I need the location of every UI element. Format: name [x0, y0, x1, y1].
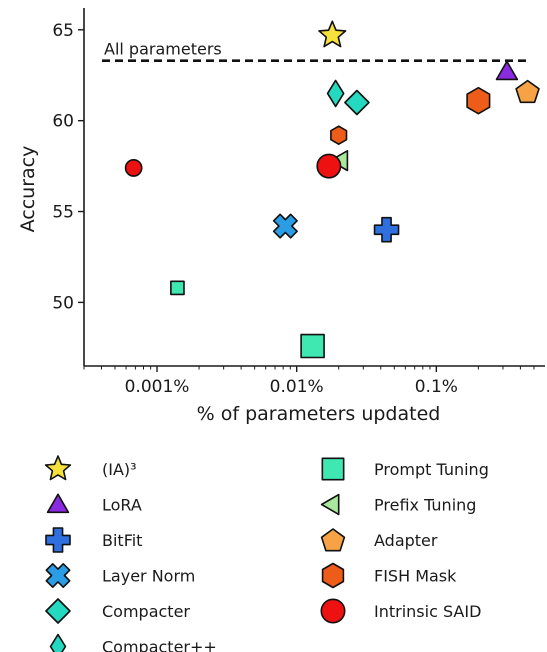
data-points: [124, 20, 540, 359]
legend-label: Compacter: [102, 602, 190, 621]
point-layer-norm-shape: [272, 213, 298, 239]
point-intrinsic-said: [124, 159, 143, 177]
reference-line-group: All parameters: [102, 40, 531, 63]
legend-marker: [320, 493, 340, 516]
legend-marker: [320, 598, 346, 624]
reference-line-label: All parameters: [104, 40, 222, 59]
axes: 50 55 60 65 0.001% 0.01% 0.1%: [52, 8, 545, 397]
y-tick-label: 55: [52, 203, 74, 223]
legend-label: Prefix Tuning: [374, 496, 476, 515]
legend-marker: [320, 528, 346, 552]
legend-label: Intrinsic SAID: [374, 602, 481, 621]
legend-label: Compacter++: [102, 638, 217, 652]
legend-label: LoRA: [102, 496, 142, 515]
point-layer-norm: [272, 213, 298, 239]
point--ia: [318, 20, 347, 48]
point-prompt-tuning: [300, 333, 325, 359]
x-tick-label: 0.01%: [270, 377, 324, 397]
point-bitfit: [373, 216, 400, 243]
legend-marker: [321, 562, 345, 589]
y-axis-title: Accuracy: [17, 146, 39, 233]
legend-marker: [44, 455, 72, 481]
legend-marker: [45, 527, 71, 553]
point-fish-mask: [330, 125, 348, 145]
legend: (IA)³ LoRA BitFit Layer Norm Compacter Compac…: [44, 455, 489, 652]
point-compacter: [326, 79, 345, 108]
point-adapter: [515, 79, 540, 104]
x-tick-label: 0.1%: [415, 377, 458, 397]
y-tick-label: 50: [52, 293, 74, 313]
x-tick-label: 0.001%: [125, 377, 190, 397]
legend-marker: [49, 633, 67, 652]
legend-marker: [321, 457, 345, 481]
legend-label: (IA)³: [102, 460, 137, 479]
point-lora: [495, 60, 519, 81]
point-prompt-tuning: [170, 280, 185, 296]
point-fish-mask: [466, 86, 491, 115]
legend-label: Layer Norm: [102, 567, 195, 586]
legend-marker: [45, 562, 71, 589]
point-compacter: [344, 89, 370, 116]
legend-label: BitFit: [102, 531, 142, 550]
legend-label: Prompt Tuning: [374, 460, 489, 479]
y-tick-label: 65: [52, 21, 74, 41]
y-tick-label: 60: [52, 112, 74, 132]
legend-marker: [45, 598, 71, 624]
legend-label: Adapter: [374, 531, 438, 550]
point-intrinsic-said: [316, 153, 342, 179]
legend-marker: [46, 493, 70, 514]
legend-marker-shape: [45, 562, 71, 589]
x-axis-title: % of parameters updated: [197, 403, 441, 425]
legend-label: FISH Mask: [374, 567, 457, 586]
